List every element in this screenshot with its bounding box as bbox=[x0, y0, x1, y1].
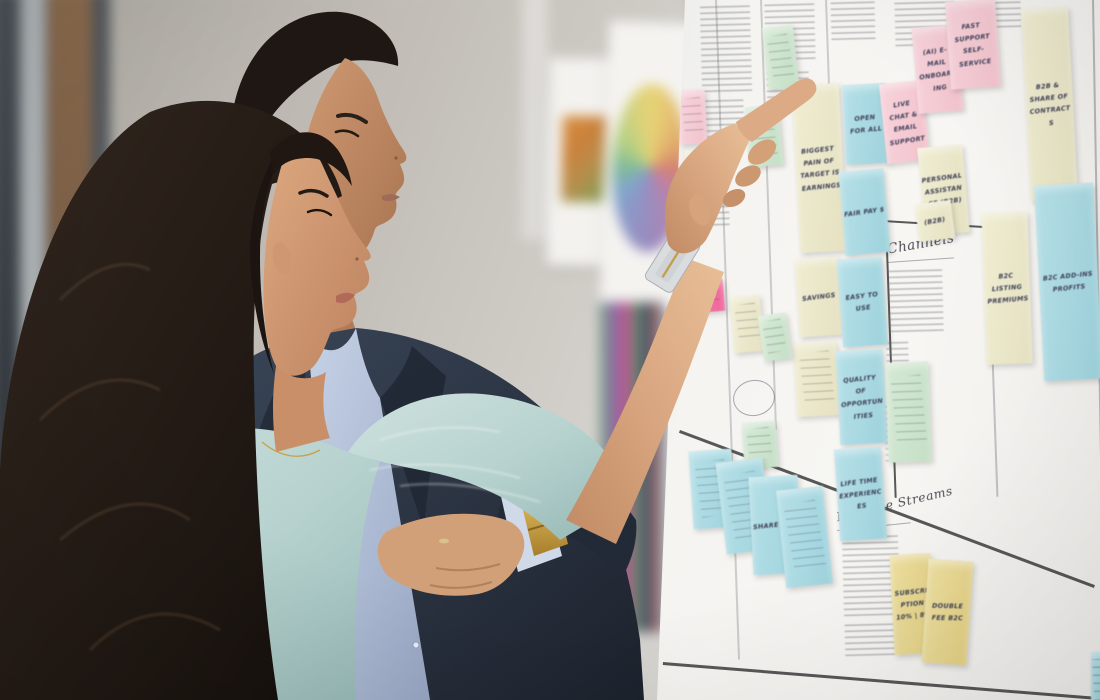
sticky-note-mint-top-2 bbox=[744, 104, 784, 168]
sticky-note-blue-cluster-4 bbox=[776, 485, 833, 589]
sticky-note-edge-cream bbox=[684, 149, 714, 181]
sticky-note-blue-fair-pay: FAIR PAY $ bbox=[838, 168, 891, 256]
sticky-note-blue-lifetime: LIFE TIME EXPERIENCES bbox=[833, 446, 888, 542]
colored-binders-shelf bbox=[600, 302, 664, 632]
gradient-swatch bbox=[561, 115, 607, 203]
sticky-note-blue-quality: QUALITY OF OPPORTUNITIES bbox=[835, 348, 888, 446]
door-frame bbox=[522, 0, 548, 240]
sticky-note-blue-corner bbox=[1091, 652, 1100, 700]
sticky-note-yellow-double-fee: DOUBLE FEE B2C bbox=[921, 558, 974, 666]
city-building-through-window bbox=[48, 0, 92, 420]
sticky-note-small-mint bbox=[757, 312, 793, 362]
window-frame bbox=[20, 0, 46, 700]
sticky-note-cream-col-3 bbox=[793, 340, 840, 418]
sticky-note-blue-addins: B2C ADD-INS PROFITS bbox=[1033, 182, 1100, 382]
sticky-note-cream-savings: SAVINGS bbox=[794, 256, 843, 338]
sticky-note-cream-b2b-tab: (B2B) bbox=[914, 199, 956, 243]
sticky-notes-layer: BIGGEST PAIN OF TARGET IS EARNINGS SAVING… bbox=[657, 0, 1100, 700]
sticky-note-mint-channels bbox=[885, 361, 932, 463]
sticky-note-cream-contracts: B2B & SHARE OF CONTRACTS bbox=[1021, 6, 1078, 202]
sticky-note-cream-premiums: B2C LISTING PREMIUMS bbox=[981, 211, 1033, 365]
sticky-note-cream-biggest-pain: BIGGEST PAIN OF TARGET IS EARNINGS bbox=[791, 82, 848, 254]
sticky-note-blue-easy-to-use: EASY TO USE bbox=[836, 256, 889, 348]
planning-board: Channels Revenue Streams BIGGEST PAIN OF… bbox=[657, 0, 1100, 700]
sticky-note-edge-pink bbox=[677, 89, 708, 145]
sticky-note-pink-fast-support: FAST SUPPORT SELF-SERVICE bbox=[944, 0, 1002, 90]
sticky-note-hot-pink bbox=[691, 278, 726, 314]
sticky-note-mint-top-1 bbox=[761, 24, 800, 90]
